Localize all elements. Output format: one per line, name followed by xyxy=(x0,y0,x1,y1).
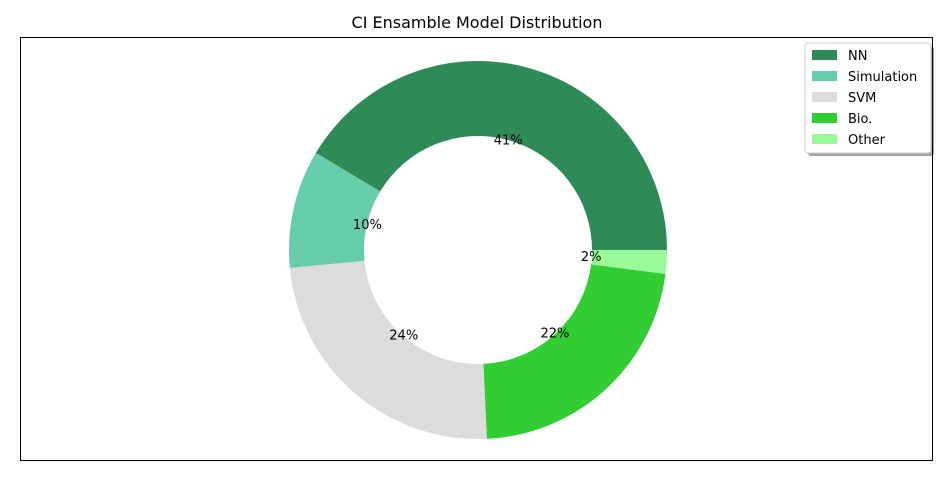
slice-svm xyxy=(289,260,487,439)
chart-title: CI Ensamble Model Distribution xyxy=(352,13,603,32)
legend-swatch-0 xyxy=(812,50,837,60)
legend-label-4: Other xyxy=(848,133,886,148)
legend-swatch-4 xyxy=(812,134,837,144)
pct-label-4: 2% xyxy=(581,250,602,265)
slice-simulation xyxy=(289,152,381,268)
legend-label-2: SVM xyxy=(848,91,876,106)
slice-nn xyxy=(315,61,667,251)
pct-label-2: 24% xyxy=(389,329,418,344)
pct-label-3: 22% xyxy=(540,326,569,341)
pct-label-0: 41% xyxy=(494,134,523,149)
legend-label-0: NN xyxy=(848,49,867,64)
pct-label-1: 10% xyxy=(353,218,382,233)
slices-group xyxy=(289,61,667,439)
slice-other xyxy=(591,250,667,274)
legend-swatch-1 xyxy=(812,71,837,81)
legend-label-1: Simulation xyxy=(848,70,917,85)
legend: NN Simulation SVM Bio. Other xyxy=(804,42,934,156)
slice-bio xyxy=(483,264,666,439)
legend-swatch-2 xyxy=(812,92,837,102)
legend-label-3: Bio. xyxy=(848,112,872,127)
legend-box xyxy=(804,42,932,154)
legend-items: NN Simulation SVM Bio. Other xyxy=(812,49,917,148)
legend-swatch-3 xyxy=(812,113,837,123)
percentage-labels: 41% 10% 24% 22% 2% xyxy=(353,134,602,344)
